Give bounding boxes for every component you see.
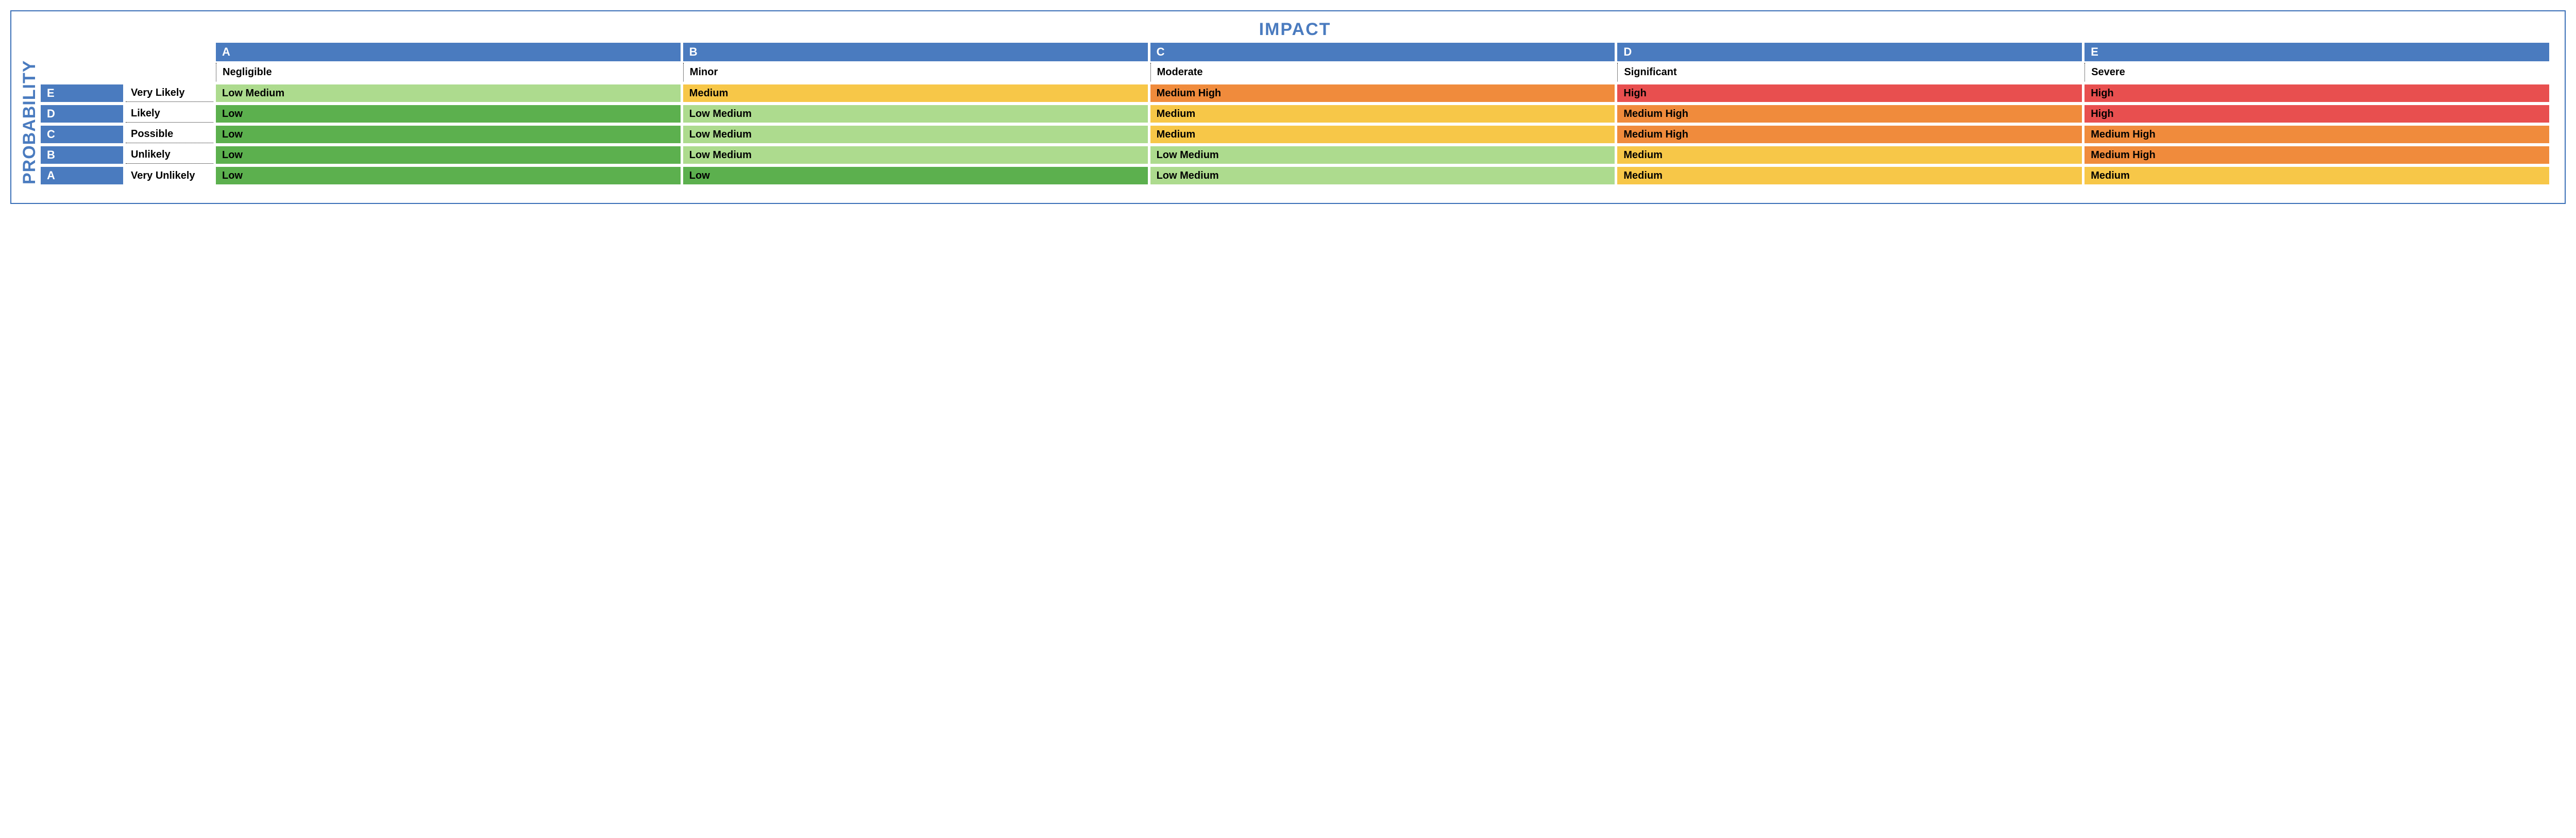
table-row: C Possible Low Low Medium Medium Medium … bbox=[41, 126, 2549, 143]
impact-label: Severe bbox=[2084, 63, 2549, 81]
risk-cell: Low Medium bbox=[683, 146, 1148, 164]
risk-cell: Low Medium bbox=[216, 84, 681, 102]
impact-letter-row: A B C D E bbox=[41, 43, 2549, 61]
table-row: A Very Unlikely Low Low Low Medium Mediu… bbox=[41, 167, 2549, 184]
risk-cell: Medium High bbox=[1617, 126, 2082, 143]
risk-cell: Low Medium bbox=[1150, 146, 1615, 164]
risk-cell: High bbox=[2084, 84, 2549, 102]
risk-cell: Medium bbox=[1150, 105, 1615, 123]
risk-cell: Low Medium bbox=[683, 126, 1148, 143]
impact-label: Minor bbox=[683, 63, 1148, 81]
risk-cell: Medium High bbox=[2084, 126, 2549, 143]
risk-cell: High bbox=[2084, 105, 2549, 123]
probability-letter: A bbox=[41, 167, 123, 184]
risk-cell: Low bbox=[216, 167, 681, 184]
risk-cell: Medium High bbox=[1617, 105, 2082, 123]
matrix-content: IMPACT A B C D E bbox=[41, 20, 2549, 184]
impact-letter: A bbox=[216, 43, 681, 61]
probability-letter: B bbox=[41, 146, 123, 164]
risk-cell: Low Medium bbox=[1150, 167, 1615, 184]
impact-letter: E bbox=[2084, 43, 2549, 61]
risk-cell: Medium High bbox=[1150, 84, 1615, 102]
impact-label-row: Negligible Minor Moderate Significant Se… bbox=[41, 63, 2549, 81]
table-row: D Likely Low Low Medium Medium Medium Hi… bbox=[41, 105, 2549, 123]
impact-letter: D bbox=[1617, 43, 2082, 61]
risk-cell: Medium bbox=[1150, 126, 1615, 143]
risk-cell: Low bbox=[216, 105, 681, 123]
risk-cell: Low Medium bbox=[683, 105, 1148, 123]
risk-matrix-table: A B C D E Negligible Minor Moderate Sign… bbox=[41, 43, 2549, 184]
impact-label: Negligible bbox=[216, 63, 681, 81]
table-row: B Unlikely Low Low Medium Low Medium Med… bbox=[41, 146, 2549, 164]
risk-cell: Medium bbox=[683, 84, 1148, 102]
probability-letter: D bbox=[41, 105, 123, 123]
probability-label: Very Unlikely bbox=[126, 167, 213, 184]
risk-cell: High bbox=[1617, 84, 2082, 102]
probability-letter: E bbox=[41, 84, 123, 102]
table-row: E Very Likely Low Medium Medium Medium H… bbox=[41, 84, 2549, 102]
risk-cell: Medium bbox=[2084, 167, 2549, 184]
impact-label: Significant bbox=[1617, 63, 2082, 81]
impact-label: Moderate bbox=[1150, 63, 1615, 81]
risk-matrix-frame: PROBABILITY IMPACT A B C D E bbox=[10, 10, 2566, 204]
risk-cell: Low bbox=[683, 167, 1148, 184]
probability-label: Likely bbox=[126, 105, 213, 123]
y-axis-title: PROBABILITY bbox=[19, 20, 41, 184]
risk-cell: Medium bbox=[1617, 146, 2082, 164]
risk-cell: Medium High bbox=[2084, 146, 2549, 164]
x-axis-title: IMPACT bbox=[41, 20, 2549, 40]
impact-letter: C bbox=[1150, 43, 1615, 61]
risk-cell: Medium bbox=[1617, 167, 2082, 184]
probability-label: Very Likely bbox=[126, 84, 213, 102]
probability-label: Possible bbox=[126, 126, 213, 143]
risk-cell: Low bbox=[216, 126, 681, 143]
probability-label: Unlikely bbox=[126, 146, 213, 164]
impact-letter: B bbox=[683, 43, 1148, 61]
probability-letter: C bbox=[41, 126, 123, 143]
risk-cell: Low bbox=[216, 146, 681, 164]
